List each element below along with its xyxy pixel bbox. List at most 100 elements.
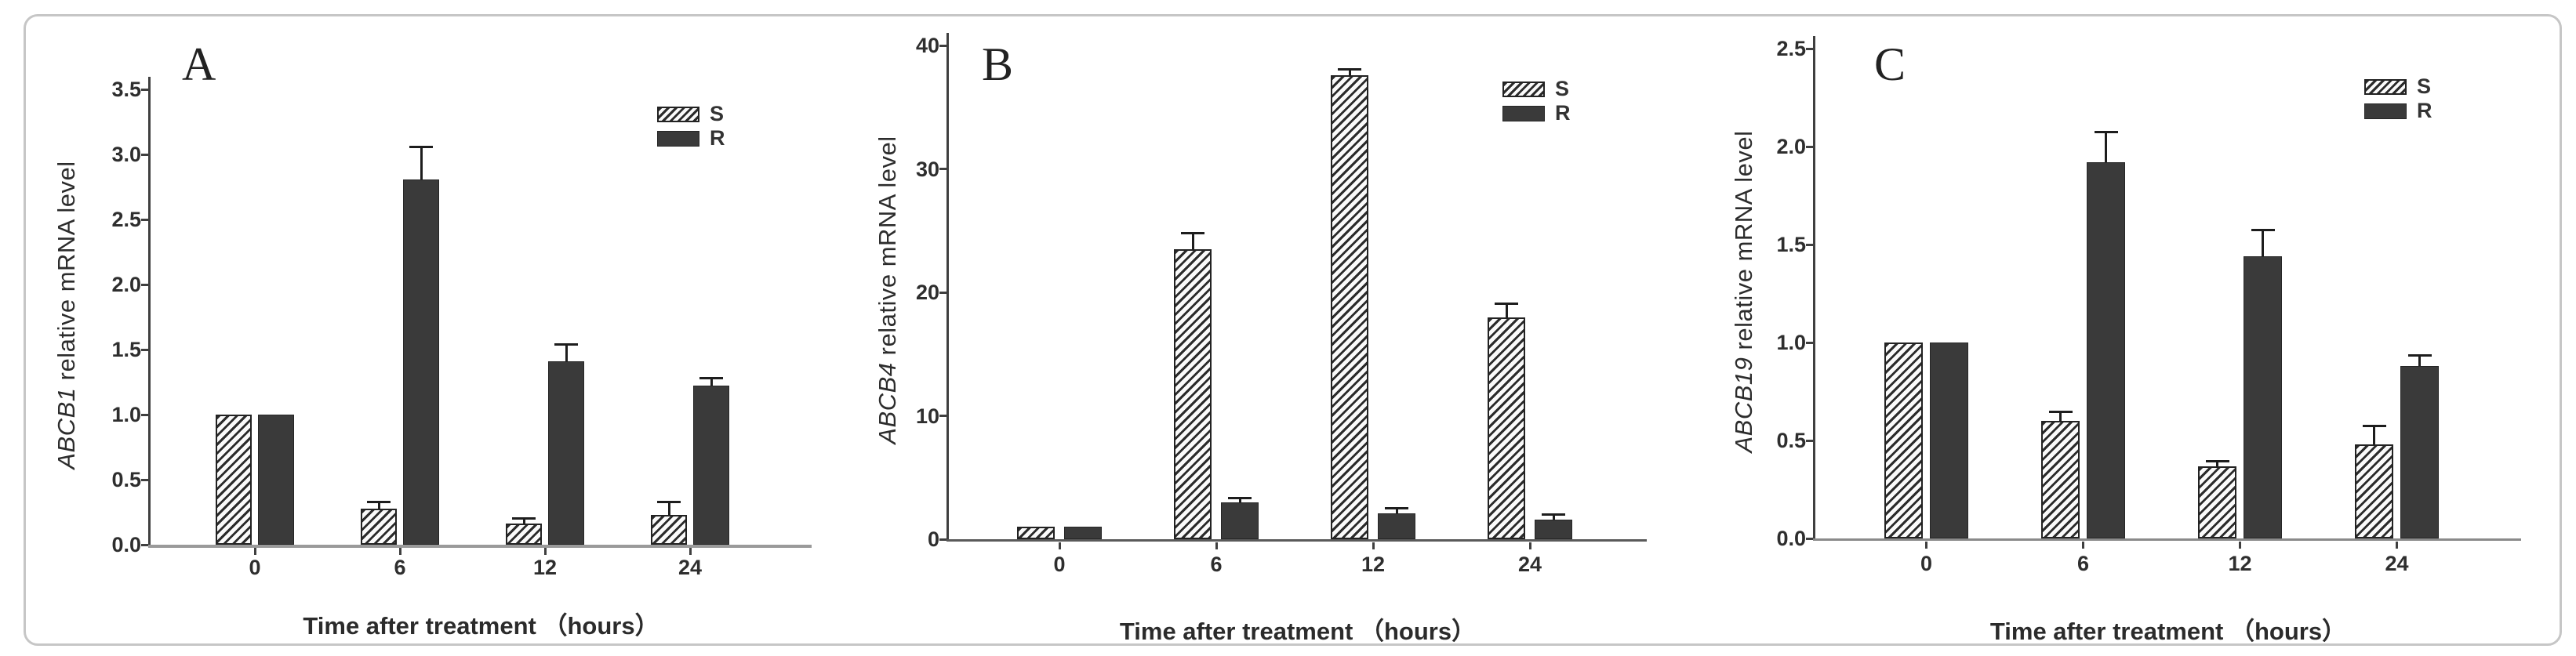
y-tick-mark: [1806, 439, 1813, 442]
legend-item-S: S: [2364, 74, 2431, 99]
x-axis: [148, 545, 812, 548]
bar-R-12: [1378, 513, 1415, 539]
legend-item-S: S: [1502, 77, 1569, 101]
y-axis: [148, 77, 151, 545]
bar-S-0: [1017, 527, 1055, 539]
bar-S-6: [361, 508, 397, 545]
bar-R-24: [1535, 519, 1572, 539]
x-tick-mark: [2396, 542, 2398, 549]
plot-area: 0.0 0.5 1.0 1.5 2.0 2.5 3.0 3.5 0 6 12 24 S R: [111, 77, 812, 579]
error-bar-S-6: [2048, 411, 2073, 421]
legend-swatch-S: [1502, 81, 1545, 97]
x-axis: [1813, 538, 2521, 541]
legend-swatch-S: [657, 106, 699, 122]
y-tick-mark: [141, 348, 148, 351]
legend-swatch-R: [2364, 103, 2407, 119]
error-bar-S-24: [657, 500, 681, 515]
y-tick-label: 10: [915, 404, 939, 428]
bar-S-12: [2198, 466, 2236, 538]
y-axis: [946, 33, 949, 539]
y-tick-mark: [939, 291, 946, 294]
y-tick-mark: [1806, 243, 1813, 246]
y-tick-label: 0.5: [1776, 429, 1806, 452]
bar-R-0: [1064, 527, 1102, 539]
error-bar-R-24: [2407, 353, 2432, 367]
y-tick-label: 2.5: [1776, 37, 1806, 60]
y-tick-mark: [141, 218, 148, 221]
legend-swatch-R: [657, 130, 699, 147]
error-bar-S-24: [1495, 302, 1518, 317]
y-tick-label: 2.0: [1776, 135, 1806, 158]
x-tick-label: 6: [394, 556, 406, 579]
error-bar-R-12: [2251, 228, 2275, 257]
x-tick-label: 24: [2385, 552, 2409, 575]
legend-label: S: [710, 102, 725, 125]
legend-item-S: S: [657, 102, 724, 126]
error-bar-S-6: [367, 500, 391, 509]
error-bar-S-12: [1338, 67, 1361, 76]
bar-S-0: [216, 415, 252, 545]
x-tick-label: 0: [1920, 552, 1933, 575]
y-tick-mark: [1806, 47, 1813, 50]
y-tick-mark: [939, 538, 946, 541]
error-bar-S-12: [512, 517, 536, 524]
bar-R-24: [693, 386, 729, 545]
x-tick-mark: [689, 548, 692, 555]
gene-name: ABCB1: [53, 386, 80, 469]
y-tick-mark: [939, 44, 946, 47]
x-tick-label: 24: [678, 556, 703, 579]
y-tick-label: 0.0: [111, 533, 141, 556]
x-tick-label: 24: [1517, 553, 1542, 576]
x-tick-mark: [1058, 542, 1061, 549]
panel-C: C ABCB19 relative mRNA level 0.0 0.5 1.0 1.…: [1717, 0, 2576, 656]
error-bar-R-6: [1228, 496, 1252, 502]
bar-S-6: [1174, 248, 1212, 539]
error-bar-R-12: [1385, 507, 1408, 513]
y-tick-mark: [1806, 145, 1813, 148]
plot-area: 0 10 20 30 40 0 6 12 24 S R: [916, 33, 1647, 576]
x-tick-label: 0: [249, 556, 261, 579]
y-tick-label: 20: [915, 281, 939, 304]
panel-letter: A: [182, 38, 216, 90]
legend-label: S: [2417, 74, 2432, 98]
bar-R-12: [2244, 256, 2282, 538]
bar-R-24: [2400, 366, 2439, 538]
x-tick-label: 0: [1053, 553, 1066, 576]
y-tick-label: 1.5: [1776, 233, 1806, 256]
legend-swatch-R: [1502, 105, 1545, 121]
x-axis: [946, 539, 1647, 542]
plot-area: 0.0 0.5 1.0 1.5 2.0 2.5 0 6 12 24 S R: [1776, 36, 2521, 575]
legend-item-R: R: [2364, 99, 2432, 123]
bar-S-6: [2041, 421, 2080, 538]
x-axis-title: Time after treatment （hours）: [1989, 618, 2347, 645]
x-tick-label: 12: [1361, 553, 1386, 576]
legend-label: R: [710, 126, 725, 150]
x-tick-mark: [1528, 542, 1531, 549]
legend-label: R: [2417, 99, 2432, 122]
bar-R-6: [403, 179, 439, 545]
legend-item-R: R: [657, 126, 725, 150]
panel-letter: C: [1874, 38, 1906, 90]
legend-label: R: [1555, 101, 1571, 125]
gene-name: ABCB4: [874, 362, 901, 444]
y-tick-mark: [939, 415, 946, 417]
bar-S-0: [1884, 342, 1923, 538]
y-tick-mark: [141, 478, 148, 481]
y-axis-title: ABCB19 relative mRNA level: [1730, 56, 1758, 527]
bar-R-6: [2087, 162, 2125, 538]
y-tick-label: 3.5: [111, 78, 141, 101]
y-tick-label: 40: [915, 34, 939, 57]
bar-S-12: [1331, 74, 1368, 539]
y-tick-label: 0: [927, 527, 939, 551]
x-tick-mark: [2239, 542, 2241, 549]
x-axis-title: Time after treatment （hours）: [1119, 618, 1477, 645]
y-axis: [1813, 36, 1815, 538]
x-tick-mark: [2082, 542, 2084, 549]
x-tick-label: 6: [1210, 553, 1223, 576]
error-bar-R-12: [554, 343, 578, 361]
legend-label: S: [1555, 77, 1570, 100]
y-tick-mark: [141, 88, 148, 91]
x-tick-mark: [543, 548, 547, 555]
error-bar-S-6: [1181, 231, 1204, 249]
x-tick-label: 12: [2228, 552, 2252, 575]
